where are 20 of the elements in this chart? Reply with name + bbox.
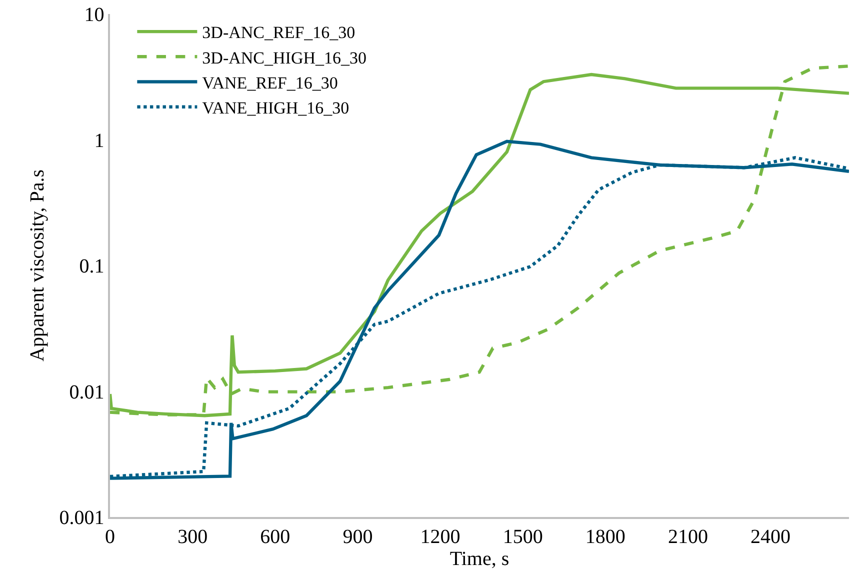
y-tick-label: 0.1	[79, 256, 104, 278]
y-tick-label: 0.001	[59, 507, 104, 529]
x-axis-title: Time, s	[450, 548, 510, 570]
y-tick-label: 10	[84, 4, 104, 26]
y-axis-title: Apparent viscosity, Pa.s	[26, 169, 48, 362]
x-tick-label: 1200	[420, 526, 460, 548]
y-tick-label: 1	[94, 130, 104, 152]
x-tick-label: 300	[178, 526, 208, 548]
x-tick-label: 1800	[585, 526, 626, 548]
legend-label: 3D-ANC_HIGH_16_30	[202, 48, 366, 68]
legend-label: VANE_REF_16_30	[202, 73, 338, 92]
x-tick-label: 600	[260, 526, 290, 548]
x-tick-label: 0	[105, 526, 115, 548]
x-tick-label: 1500	[502, 526, 543, 548]
x-tick-label: 900	[342, 526, 373, 548]
legend-label: VANE_HIGH_16_30	[202, 98, 350, 118]
legend-label: 3D-ANC_REF_16_30	[202, 23, 356, 42]
y-tick-label: 0.01	[69, 381, 104, 404]
x-tick-label: 2100	[668, 526, 708, 548]
x-tick-label: 2400	[750, 526, 791, 548]
